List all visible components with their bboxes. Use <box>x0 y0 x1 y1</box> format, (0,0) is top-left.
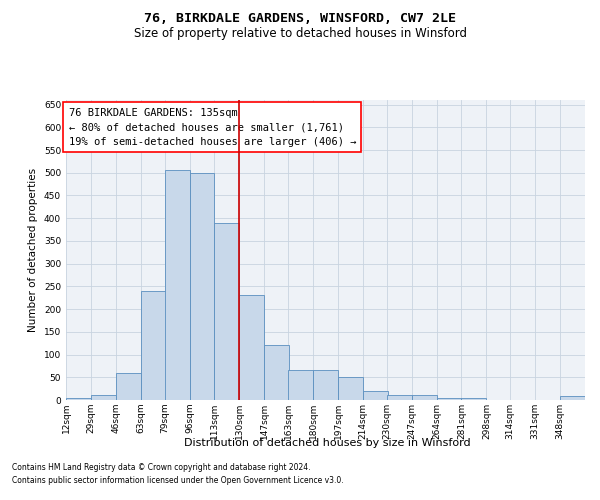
Text: Size of property relative to detached houses in Winsford: Size of property relative to detached ho… <box>133 28 467 40</box>
Bar <box>412 396 437 400</box>
Bar <box>265 346 289 400</box>
Bar <box>461 398 487 400</box>
Bar <box>363 391 388 400</box>
Bar <box>239 296 265 400</box>
Bar <box>164 170 190 400</box>
Bar <box>386 394 412 400</box>
Bar <box>190 172 214 400</box>
Text: Contains public sector information licensed under the Open Government Licence v3: Contains public sector information licen… <box>12 476 344 485</box>
Bar <box>338 378 363 400</box>
Bar <box>313 370 338 400</box>
Y-axis label: Number of detached properties: Number of detached properties <box>28 168 38 332</box>
Bar <box>288 370 313 400</box>
Text: 76 BIRKDALE GARDENS: 135sqm
← 80% of detached houses are smaller (1,761)
19% of : 76 BIRKDALE GARDENS: 135sqm ← 80% of det… <box>68 108 356 147</box>
Text: Contains HM Land Registry data © Crown copyright and database right 2024.: Contains HM Land Registry data © Crown c… <box>12 464 311 472</box>
Bar <box>91 396 116 400</box>
Text: Distribution of detached houses by size in Winsford: Distribution of detached houses by size … <box>184 438 470 448</box>
Bar <box>116 372 141 400</box>
Text: 76, BIRKDALE GARDENS, WINSFORD, CW7 2LE: 76, BIRKDALE GARDENS, WINSFORD, CW7 2LE <box>144 12 456 26</box>
Bar <box>437 398 461 400</box>
Bar <box>560 396 585 400</box>
Bar <box>141 291 166 400</box>
Bar <box>66 398 91 400</box>
Bar <box>214 222 239 400</box>
